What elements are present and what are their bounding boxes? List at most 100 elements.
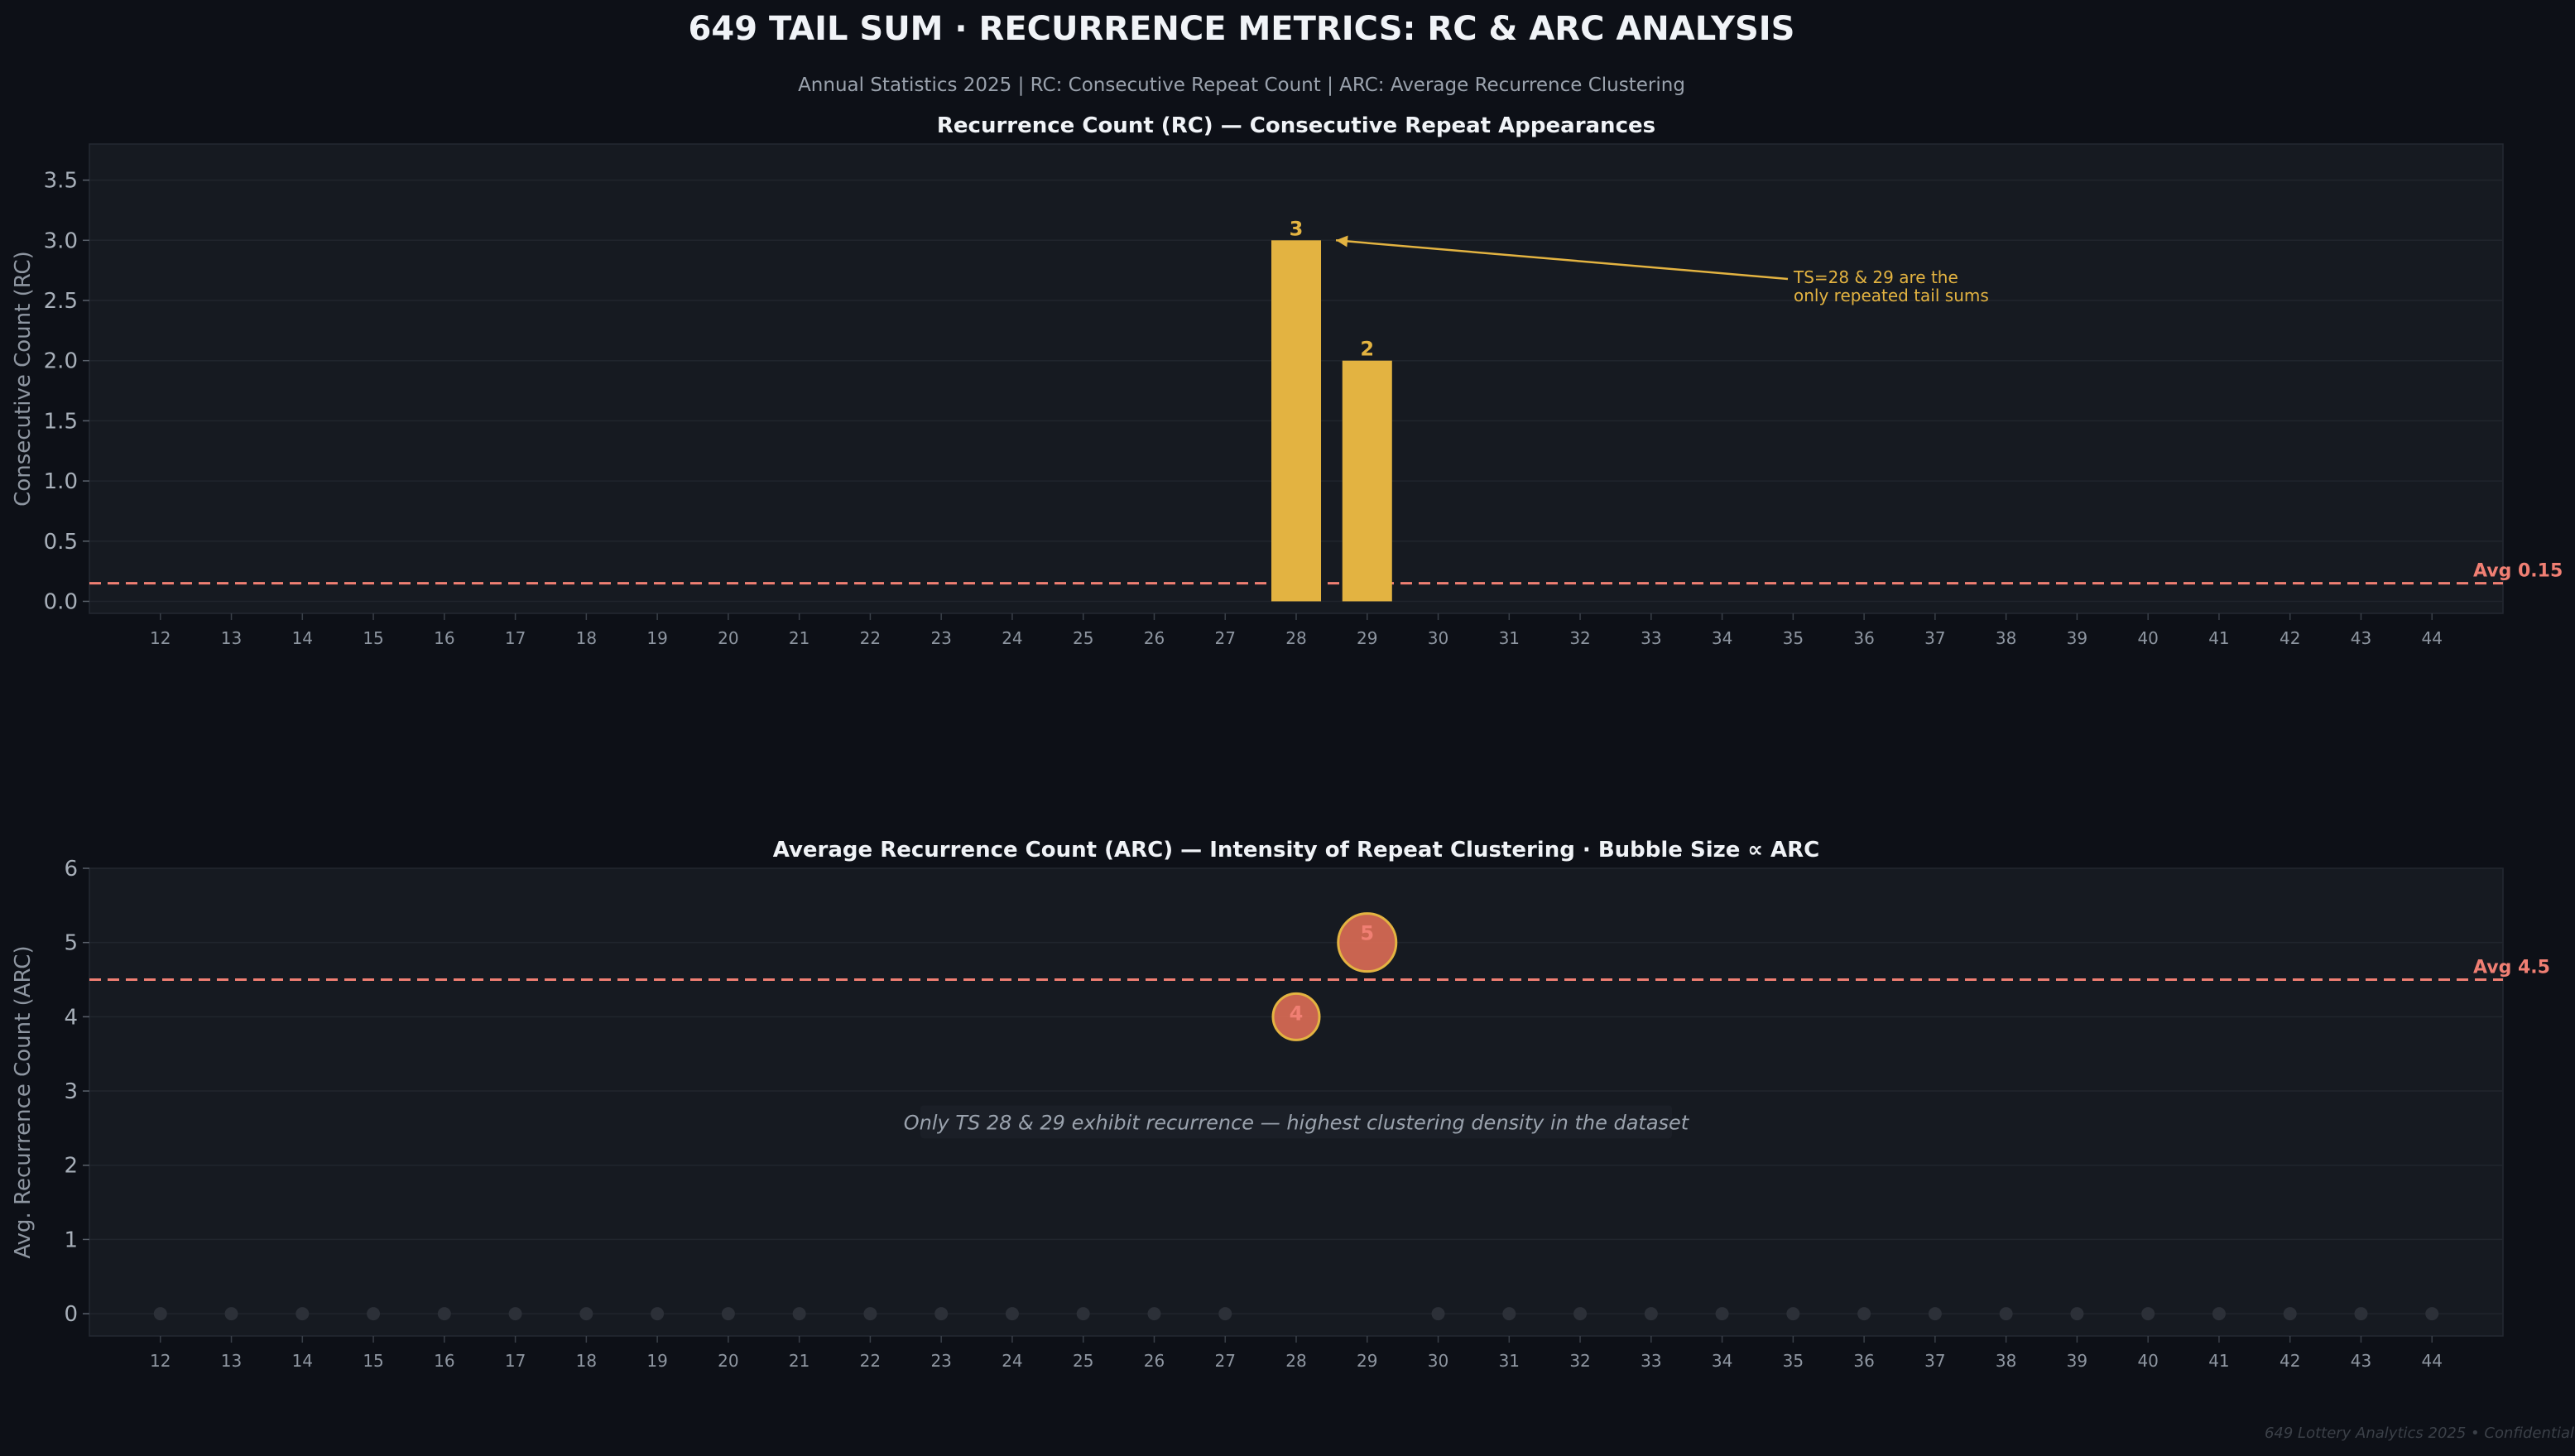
zero-point — [2283, 1307, 2297, 1321]
x-tick-label: 32 — [1569, 628, 1590, 648]
x-tick-label: 21 — [789, 1351, 809, 1371]
zero-point — [1218, 1307, 1232, 1321]
average-label: Avg 0.15 — [2473, 561, 2563, 582]
x-tick-label: 39 — [2067, 628, 2087, 648]
x-tick-label: 30 — [1428, 628, 1448, 648]
x-tick-label: 25 — [1073, 628, 1093, 648]
zero-point — [651, 1307, 665, 1321]
plot-area — [89, 867, 2504, 1337]
bar-value-label: 3 — [1290, 217, 1304, 240]
clustering-note: Only TS 28 & 29 exhibit recurrence — hig… — [904, 1111, 1690, 1134]
bar — [1342, 360, 1392, 602]
y-tick-label: 4 — [64, 1005, 78, 1030]
y-tick-label: 0.0 — [44, 589, 78, 614]
x-tick-label: 41 — [2208, 1351, 2229, 1371]
annotation-text: only repeated tail sums — [1794, 286, 1989, 305]
x-tick-label: 14 — [292, 1351, 313, 1371]
zero-point — [1573, 1307, 1588, 1321]
bar-value-label: 2 — [1360, 338, 1374, 361]
panel-title: Recurrence Count (RC) — Consecutive Repe… — [937, 113, 1655, 138]
x-tick-label: 24 — [1002, 1351, 1022, 1371]
x-tick-label: 35 — [1783, 628, 1804, 648]
x-tick-label: 33 — [1641, 628, 1661, 648]
bubble — [1337, 912, 1398, 973]
zero-point — [508, 1307, 522, 1321]
x-tick-label: 31 — [1499, 1351, 1520, 1371]
x-tick-label: 34 — [1712, 628, 1732, 648]
x-tick-label: 12 — [150, 1351, 171, 1371]
zero-point — [792, 1307, 806, 1321]
zero-point — [153, 1307, 167, 1321]
zero-point — [1999, 1307, 2013, 1321]
zero-point — [2425, 1307, 2439, 1321]
zero-point — [1502, 1307, 1516, 1321]
x-tick-label: 32 — [1569, 1351, 1590, 1371]
x-tick-label: 22 — [860, 628, 881, 648]
x-tick-label: 25 — [1073, 1351, 1093, 1371]
panel-title: Average Recurrence Count (ARC) — Intensi… — [773, 838, 1819, 863]
x-tick-label: 33 — [1641, 1351, 1661, 1371]
annotation-text: TS=28 & 29 are the — [1793, 267, 1958, 287]
zero-point — [1928, 1307, 1942, 1321]
bubble-value-label: 5 — [1360, 922, 1374, 945]
x-tick-label: 17 — [505, 628, 526, 648]
x-tick-label: 19 — [646, 628, 667, 648]
x-tick-label: 24 — [1002, 628, 1022, 648]
zero-point — [721, 1307, 735, 1321]
x-tick-label: 17 — [505, 1351, 526, 1371]
x-tick-label: 40 — [2137, 628, 2158, 648]
x-tick-label: 26 — [1144, 628, 1165, 648]
x-tick-label: 37 — [1924, 1351, 1945, 1371]
zero-point — [437, 1307, 451, 1321]
x-tick-label: 18 — [576, 628, 597, 648]
zero-point — [2070, 1307, 2084, 1321]
y-tick-label: 1.5 — [44, 409, 78, 434]
zero-point — [2212, 1307, 2226, 1321]
x-tick-label: 30 — [1428, 1351, 1448, 1371]
x-tick-label: 40 — [2137, 1351, 2158, 1371]
y-tick-label: 3.0 — [44, 228, 78, 253]
x-tick-label: 37 — [1924, 628, 1945, 648]
x-tick-label: 44 — [2422, 628, 2443, 648]
bubble-value-label: 4 — [1290, 1002, 1304, 1025]
x-tick-label: 36 — [1853, 1351, 1874, 1371]
y-tick-label: 0.5 — [44, 530, 78, 555]
x-tick-label: 38 — [1996, 628, 2016, 648]
x-tick-label: 42 — [2280, 628, 2300, 648]
y-tick-label: 2 — [64, 1154, 78, 1179]
x-tick-label: 29 — [1357, 1351, 1377, 1371]
x-tick-label: 22 — [860, 1351, 881, 1371]
x-tick-label: 16 — [434, 1351, 454, 1371]
x-tick-label: 23 — [930, 628, 951, 648]
x-tick-label: 15 — [363, 628, 383, 648]
x-tick-label: 13 — [221, 628, 242, 648]
y-axis-label: Consecutive Count (RC) — [11, 251, 36, 507]
y-tick-label: 5 — [64, 931, 78, 956]
x-tick-label: 31 — [1499, 628, 1520, 648]
average-label: Avg 4.5 — [2473, 958, 2550, 978]
x-tick-label: 36 — [1853, 628, 1874, 648]
x-tick-label: 13 — [221, 1351, 242, 1371]
x-tick-label: 19 — [646, 1351, 667, 1371]
footer-note: 649 Lottery Analytics 2025 • Confidentia… — [2265, 1425, 2574, 1442]
zero-point — [1857, 1307, 1871, 1321]
x-tick-label: 35 — [1783, 1351, 1804, 1371]
annotation-arrowhead — [1336, 235, 1348, 247]
x-tick-label: 21 — [789, 628, 809, 648]
zero-point — [2354, 1307, 2368, 1321]
zero-point — [224, 1307, 238, 1321]
zero-point — [1076, 1307, 1090, 1321]
zero-point — [367, 1307, 381, 1321]
zero-point — [863, 1307, 877, 1321]
x-tick-label: 34 — [1712, 1351, 1732, 1371]
x-tick-label: 18 — [576, 1351, 597, 1371]
x-tick-label: 26 — [1144, 1351, 1165, 1371]
x-tick-label: 44 — [2422, 1351, 2443, 1371]
x-tick-label: 28 — [1285, 1351, 1306, 1371]
x-tick-label: 20 — [718, 1351, 738, 1371]
x-tick-label: 29 — [1357, 628, 1377, 648]
zero-point — [1147, 1307, 1161, 1321]
y-axis-label: Avg. Recurrence Count (ARC) — [11, 945, 36, 1258]
x-tick-label: 41 — [2208, 628, 2229, 648]
